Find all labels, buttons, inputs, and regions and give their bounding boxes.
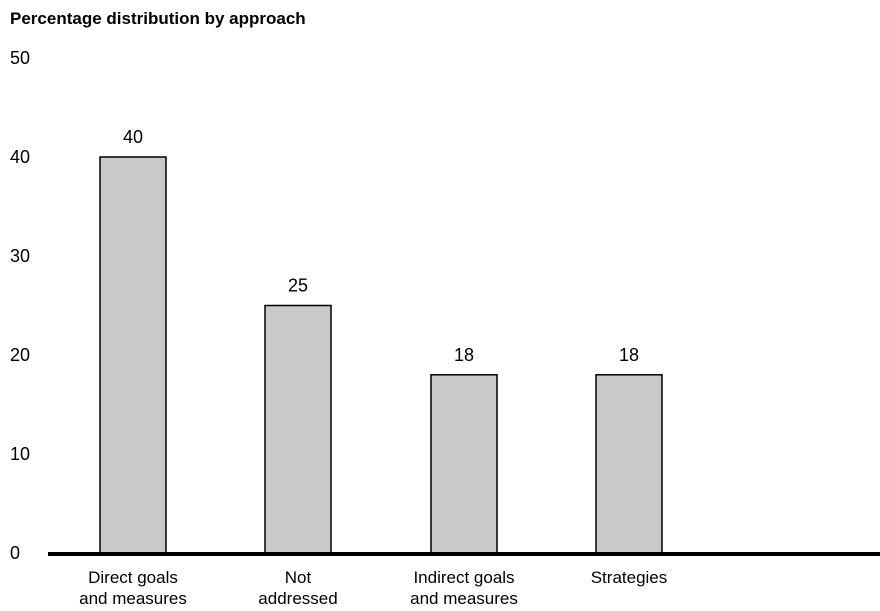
y-axis-ticks: 0 10 20 30 40 50 [10,48,30,563]
data-label: 25 [288,276,308,296]
bars [99,156,663,554]
y-tick-label: 20 [10,345,30,365]
y-axis-title: Percentage distribution by approach [10,9,306,28]
bar [430,374,498,554]
data-label: 40 [123,127,143,147]
bar [264,304,332,554]
x-category-label: Strategies [591,568,668,587]
y-tick-label: 0 [10,543,20,563]
x-category-label: Not addressed [258,568,337,608]
y-tick-label: 10 [10,444,30,464]
bar [595,374,663,554]
y-tick-label: 40 [10,147,30,167]
y-tick-label: 50 [10,48,30,68]
x-category-label: Direct goals and measures [79,568,187,608]
data-label: 18 [619,345,639,365]
x-axis-categories: Direct goals and measures Not addressed Indi… [79,568,667,608]
bar [99,156,167,554]
x-category-label: Indirect goals and measures [410,568,518,608]
data-labels: 40 25 18 18 [123,127,639,365]
data-label: 18 [454,345,474,365]
y-tick-label: 30 [10,246,30,266]
